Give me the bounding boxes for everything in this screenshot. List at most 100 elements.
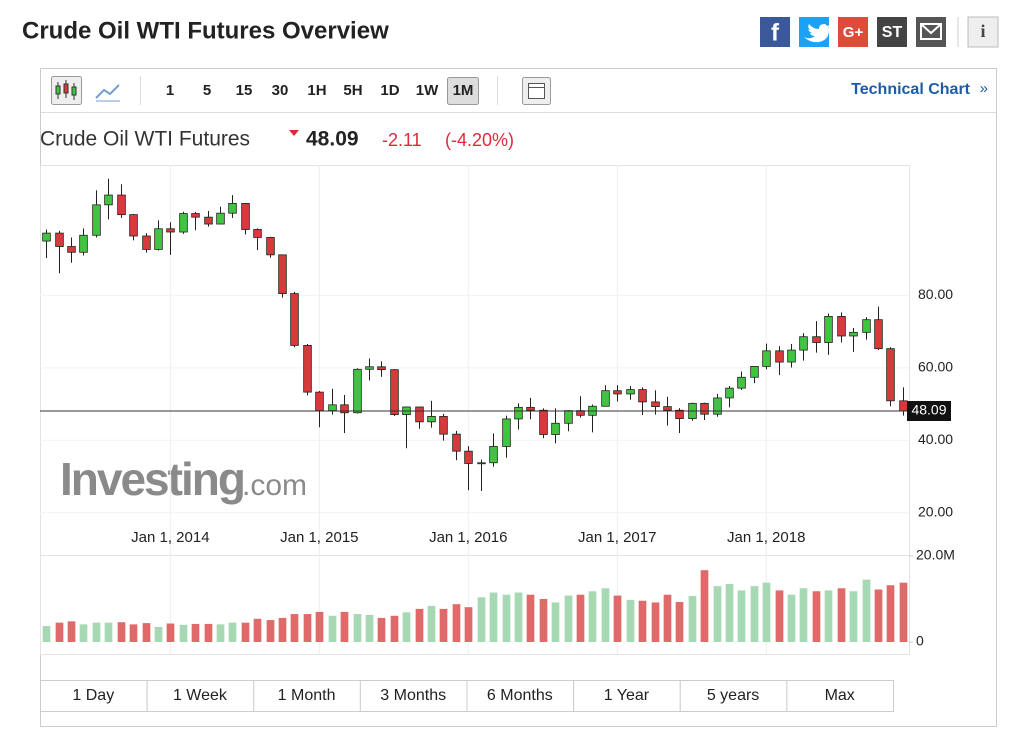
interval-selected [447,77,479,105]
interval-button[interactable]: 1W [416,82,439,99]
volume-bar [92,622,101,642]
volume-bar [464,607,473,642]
candle-body [725,387,734,399]
volume-bar [812,591,821,642]
technical-chart-chevron[interactable]: » [980,80,988,97]
volume-bar [849,591,858,642]
volume-bar [874,589,883,642]
volume-bar [365,614,374,642]
candle-body [216,212,225,225]
range-label: 1 Day [72,687,114,704]
range-label: 1 Month [278,687,336,704]
candle-body [179,213,188,233]
candle-body [502,418,511,447]
volume-bar [651,602,660,642]
candle-body [675,409,684,419]
volume-bar [688,595,697,642]
candle-body [551,422,560,435]
x-tick-label: Jan 1, 2015 [280,529,358,546]
range-button[interactable] [573,680,681,712]
technical-chart-link[interactable]: Technical Chart [851,81,971,98]
candle-body [315,391,324,412]
interval-button[interactable]: 30 [272,82,289,99]
info-icon[interactable] [967,16,999,48]
candle-body [204,216,213,225]
volume-bar [290,614,299,642]
volume-bar [526,594,535,642]
interval-button[interactable]: 5 [203,82,211,99]
range-button[interactable] [146,680,255,712]
volume-bar [67,621,76,642]
candle-body [514,406,523,420]
volume-bar [79,624,88,642]
volume-bar [415,608,424,642]
email-flap [920,23,942,35]
y-tick-label: 60.00 [918,359,953,375]
instrument-name: Crude Oil WTI Futures [40,128,250,151]
y-tick-label: 20.00 [918,503,953,519]
candle-body [266,237,275,256]
candle-body [663,406,672,411]
interval-button[interactable]: 1D [380,82,399,99]
candle-body [290,293,299,346]
interval-button[interactable]: 1H [307,82,326,99]
volume-bar [638,600,647,642]
candle-body [365,366,374,370]
range-label: 5 years [707,687,759,704]
volume-bar [514,592,523,642]
candle-body [129,214,138,237]
volume-bar [129,624,138,642]
range-label: 3 Months [380,687,446,704]
volume-bar [266,620,275,642]
candle-body [104,194,113,206]
stocktwits-icon[interactable] [877,17,907,47]
chart-layer: 1 5 15 30 1H 5H 1D 1W 1M1 Day 1 Week 1 Month 3 Mont… [40,77,955,712]
volume-bar [377,617,386,642]
x-tick-label: Jan 1, 2014 [131,529,209,546]
volume-bar [588,591,597,642]
volume-bar [750,586,759,642]
volume-bar [489,592,498,642]
candle-body [849,331,858,337]
watermark-suffix: .com [242,469,307,502]
volume-bar [278,617,287,642]
range-button[interactable] [40,680,148,712]
range-label: 1 Week [173,687,228,704]
volume-bar [675,602,684,642]
candle-body [340,404,349,414]
interval-button[interactable]: 15 [236,82,253,99]
watermark: Investing .com [60,453,307,505]
candle-body [737,376,746,389]
volume-bar [439,608,448,642]
volume-bar [837,588,846,642]
line-type-button[interactable] [95,84,120,99]
email-envelope [920,23,942,40]
range-button[interactable] [359,680,468,712]
volume-bar [390,615,399,642]
googleplus-icon[interactable] [838,17,868,47]
y-tick-label: 80.00 [918,286,953,302]
interval-button[interactable]: 5H [343,82,362,99]
volume-bar [725,583,734,642]
info-glyph: i [980,21,985,41]
facebook-icon[interactable] [760,17,790,47]
y-tick-label: 40.00 [918,431,953,447]
volume-bar [551,602,560,642]
interval-button[interactable]: 1 [166,82,174,99]
range-button[interactable] [786,680,894,712]
volume-bar [713,586,722,642]
candle-body [862,319,871,333]
volume-bar [502,594,511,642]
range-button[interactable] [679,680,788,712]
volume-bar [117,622,126,642]
volume-bar [228,622,237,642]
interval-button[interactable]: 1M [453,82,474,99]
volume-bar [328,615,337,642]
candle-body [55,232,64,247]
last-price-tag [907,401,951,422]
candle-body [353,368,362,414]
candle-body [117,194,126,216]
candle-body [824,316,833,343]
range-button[interactable] [253,680,361,712]
